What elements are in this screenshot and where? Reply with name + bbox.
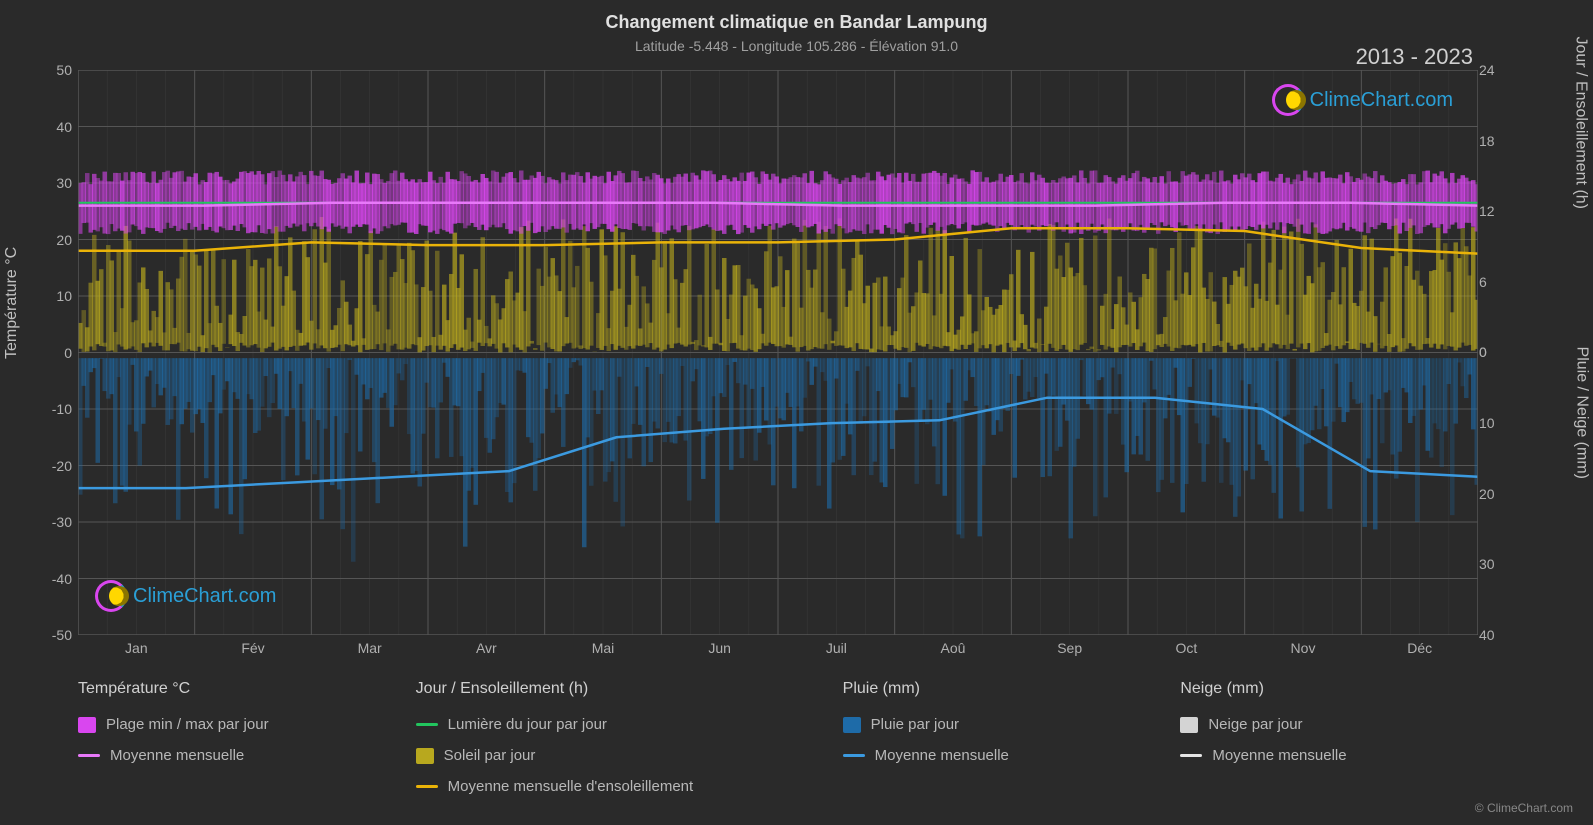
logo-top: ClimeChart.com <box>1272 84 1453 116</box>
legend-swatch <box>843 717 861 733</box>
x-tick-month: Nov <box>1291 640 1316 656</box>
y-axis-label-left: Température °C <box>3 247 21 359</box>
logo-icon <box>1272 84 1304 116</box>
legend-swatch <box>1180 754 1202 757</box>
copyright: © ClimeChart.com <box>1475 801 1573 815</box>
chart-container <box>78 70 1478 635</box>
legend-item: Soleil par jour <box>416 747 803 764</box>
x-tick-month: Mai <box>592 640 615 656</box>
legend-title: Température °C <box>78 680 376 698</box>
legend-swatch <box>78 717 96 733</box>
legend-title: Neige (mm) <box>1180 680 1478 698</box>
legend-item: Moyenne mensuelle <box>843 747 1141 764</box>
legend-swatch <box>1180 717 1198 733</box>
x-tick-month: Aoû <box>941 640 966 656</box>
y-tick-left: 20 <box>40 232 72 248</box>
y-tick-left: 0 <box>40 345 72 361</box>
y-tick-right-bottom: 0 <box>1479 344 1503 360</box>
y-tick-right-top: 18 <box>1479 133 1503 149</box>
legend-column: Neige (mm) Neige par jour Moyenne mensuell… <box>1180 680 1478 795</box>
legend-label: Lumière du jour par jour <box>448 716 607 733</box>
y-tick-left: 10 <box>40 288 72 304</box>
y-tick-right-bottom: 40 <box>1479 627 1503 643</box>
legend-item: Neige par jour <box>1180 716 1478 733</box>
year-range: 2013 - 2023 <box>1356 44 1473 70</box>
legend-column: Pluie (mm) Pluie par jour Moyenne mensuell… <box>843 680 1141 795</box>
chart-subtitle: Latitude -5.448 - Longitude 105.286 - Él… <box>0 38 1593 54</box>
y-tick-left: 50 <box>40 62 72 78</box>
legend-label: Moyenne mensuelle d'ensoleillement <box>448 778 694 795</box>
y-tick-left: -30 <box>40 514 72 530</box>
y-tick-right-top: 12 <box>1479 203 1503 219</box>
x-tick-month: Sep <box>1057 640 1082 656</box>
logo-bottom: ClimeChart.com <box>95 580 276 612</box>
legend-label: Moyenne mensuelle <box>875 747 1009 764</box>
y-tick-left: 30 <box>40 175 72 191</box>
legend-swatch <box>416 723 438 726</box>
y-tick-right-bottom: 20 <box>1479 486 1503 502</box>
y-tick-right-top: 24 <box>1479 62 1503 78</box>
legend-item: Plage min / max par jour <box>78 716 376 733</box>
logo-icon <box>95 580 127 612</box>
legend-item: Moyenne mensuelle d'ensoleillement <box>416 778 803 795</box>
y-tick-left: -40 <box>40 571 72 587</box>
legend-swatch <box>78 754 100 757</box>
y-axis-label-right-bottom: Pluie / Neige (mm) <box>1572 347 1590 479</box>
legend-label: Moyenne mensuelle <box>110 747 244 764</box>
logo-text: ClimeChart.com <box>1310 89 1453 112</box>
x-tick-month: Fév <box>241 640 264 656</box>
y-axis-label-right-top: Jour / Ensoleillement (h) <box>1572 36 1590 209</box>
legend-item: Moyenne mensuelle <box>1180 747 1478 764</box>
y-tick-left: 40 <box>40 119 72 135</box>
x-tick-month: Juil <box>826 640 847 656</box>
y-tick-left: -50 <box>40 627 72 643</box>
y-tick-left: -10 <box>40 401 72 417</box>
legend-label: Moyenne mensuelle <box>1212 747 1346 764</box>
legend-label: Neige par jour <box>1208 716 1302 733</box>
legend-label: Plage min / max par jour <box>106 716 269 733</box>
legend-column: Température °C Plage min / max par jour Mo… <box>78 680 376 795</box>
y-tick-right-top: 6 <box>1479 274 1503 290</box>
chart-svg <box>78 70 1478 635</box>
logo-text: ClimeChart.com <box>133 585 276 608</box>
legend-title: Pluie (mm) <box>843 680 1141 698</box>
x-tick-month: Mar <box>358 640 382 656</box>
legend-item: Pluie par jour <box>843 716 1141 733</box>
chart-title: Changement climatique en Bandar Lampung <box>0 12 1593 33</box>
x-tick-month: Avr <box>476 640 497 656</box>
legend-item: Lumière du jour par jour <box>416 716 803 733</box>
x-tick-month: Déc <box>1407 640 1432 656</box>
legend-column: Jour / Ensoleillement (h) Lumière du jour… <box>416 680 803 795</box>
legend: Température °C Plage min / max par jour Mo… <box>78 680 1478 795</box>
legend-label: Soleil par jour <box>444 747 536 764</box>
legend-title: Jour / Ensoleillement (h) <box>416 680 803 698</box>
x-tick-month: Oct <box>1175 640 1197 656</box>
legend-swatch <box>843 754 865 757</box>
y-tick-right-bottom: 10 <box>1479 415 1503 431</box>
legend-item: Moyenne mensuelle <box>78 747 376 764</box>
y-tick-left: -20 <box>40 458 72 474</box>
legend-swatch <box>416 748 434 764</box>
legend-swatch <box>416 785 438 788</box>
legend-label: Pluie par jour <box>871 716 959 733</box>
x-tick-month: Jun <box>708 640 731 656</box>
y-tick-right-bottom: 30 <box>1479 556 1503 572</box>
x-tick-month: Jan <box>125 640 148 656</box>
